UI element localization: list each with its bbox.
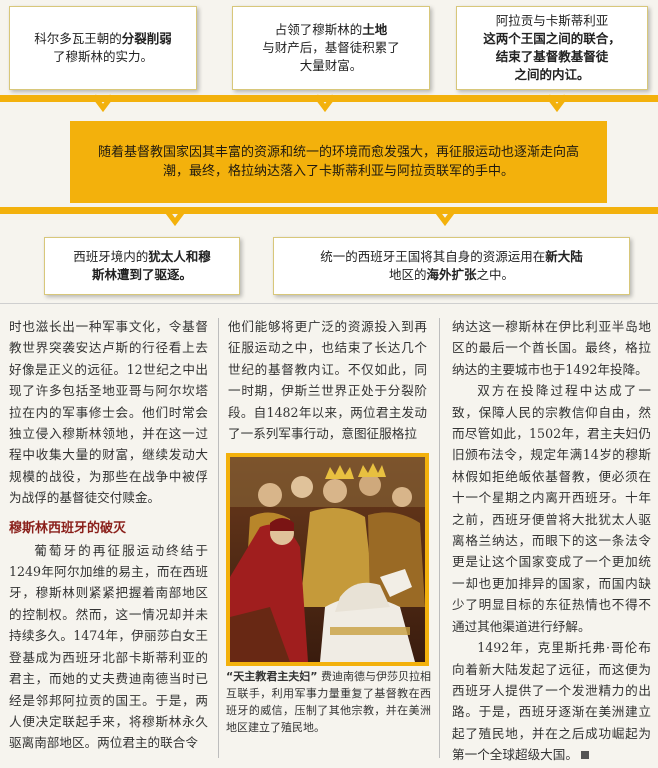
central-outcome-box: 随着基督教国家因其丰富的资源和统一的环境而愈发强大，再征服运动也逐渐走向高潮，最… bbox=[70, 121, 607, 203]
paragraph: 纳达这一穆斯林在伊比利亚半岛地区的最后一个酋长国。最终，格拉纳达的主要城市也于1… bbox=[452, 319, 651, 377]
down-arrow-icon bbox=[164, 208, 186, 227]
down-arrow-icon bbox=[92, 94, 114, 113]
flow-diagram: 科尔多瓦王朝的分裂削弱 了穆斯林的实力。 占领了穆斯林的土地 与财产后，基督徒积… bbox=[0, 0, 658, 300]
article-column-2: 他们能够将更广泛的资源投入到再征服运动之中，也结束了长达几个世纪的基督教内讧。不… bbox=[228, 316, 427, 444]
painting-image bbox=[226, 453, 429, 666]
column-rule bbox=[439, 318, 440, 758]
paragraph: 双方在投降过程中达成了一致，保障人民的宗教信仰自由，然而尽管如此，1502年，君… bbox=[452, 383, 651, 634]
down-arrow-icon bbox=[434, 208, 456, 227]
paragraph: 时也滋长出一种军事文化，令基督教世界突袭安达卢斯的行径看上去好像是正义的远征。1… bbox=[9, 319, 208, 506]
cause-box-cordoba: 科尔多瓦王朝的分裂削弱 了穆斯林的实力。 bbox=[9, 6, 197, 90]
section-divider bbox=[0, 303, 658, 304]
down-arrow-icon bbox=[314, 94, 336, 113]
end-mark-icon bbox=[580, 751, 589, 760]
article-column-1: 时也滋长出一种军事文化，令基督教世界突袭安达卢斯的行径看上去好像是正义的远征。1… bbox=[9, 316, 208, 754]
catholic-monarchs-painting bbox=[230, 457, 425, 662]
image-caption: “天主教君主夫妇” 费迪南德与伊莎贝拉相互联手，利用军事力量重复了基督教在西班牙… bbox=[226, 670, 431, 734]
effect-box-expulsion: 西班牙境内的犹太人和穆 斯林遭到了驱逐。 bbox=[44, 237, 240, 295]
paragraph: 他们能够将更广泛的资源投入到再征服运动之中，也结束了长达几个世纪的基督教内讧。不… bbox=[228, 319, 427, 442]
connector-line-bottom bbox=[0, 207, 658, 214]
effect-box-expansion: 统一的西班牙王国将其自身的资源运用在新大陆 地区的海外扩张之中。 bbox=[273, 237, 630, 295]
cause-box-wealth: 占领了穆斯林的土地 与财产后，基督徒积累了 大量财富。 bbox=[232, 6, 430, 90]
article-column-3: 纳达这一穆斯林在伊比利亚半岛地区的最后一个酋长国。最终，格拉纳达的主要城市也于1… bbox=[452, 316, 651, 766]
paragraph: 1492年，克里斯托弗·哥伦布向着新大陆发起了远征，而这便为西班牙人提供了一个发… bbox=[452, 640, 651, 763]
column-rule bbox=[218, 318, 219, 758]
section-heading: 穆斯林西班牙的破灭 bbox=[9, 520, 127, 536]
paragraph: 葡萄牙的再征服运动终结于1249年阿尔加维的易主，而在西班牙，穆斯林则紧紧把握着… bbox=[9, 542, 208, 751]
down-arrow-icon bbox=[546, 94, 568, 113]
cause-box-union: 阿拉贡与卡斯蒂利亚 这两个王国之间的联合， 结束了基督教基督徒 之间的内讧。 bbox=[456, 6, 648, 90]
